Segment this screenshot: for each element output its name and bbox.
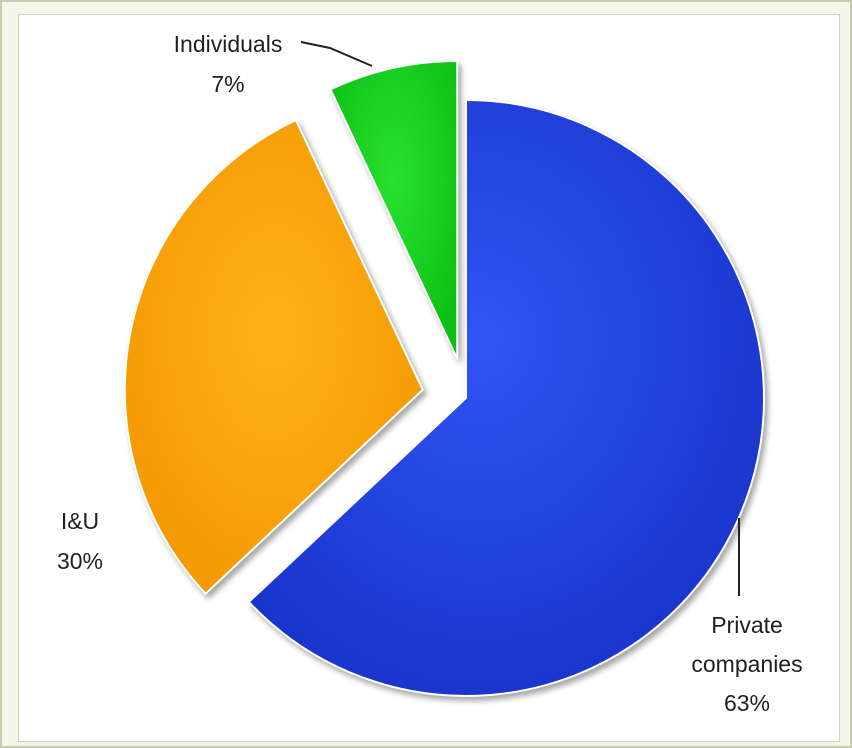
slice-iu: [123, 118, 424, 596]
slice-individuals: [329, 59, 459, 360]
label-private-line1: Private: [711, 612, 783, 638]
leader-line-individuals: [300, 41, 373, 67]
label-private-value: 63%: [724, 690, 770, 716]
label-iu-value: 30%: [57, 548, 103, 574]
slice-private-companies: [247, 98, 765, 697]
label-iu-name: I&U: [61, 508, 99, 534]
label-individuals-name: Individuals: [174, 31, 283, 57]
label-individuals-value: 7%: [211, 71, 244, 97]
label-private-line2: companies: [691, 651, 802, 677]
